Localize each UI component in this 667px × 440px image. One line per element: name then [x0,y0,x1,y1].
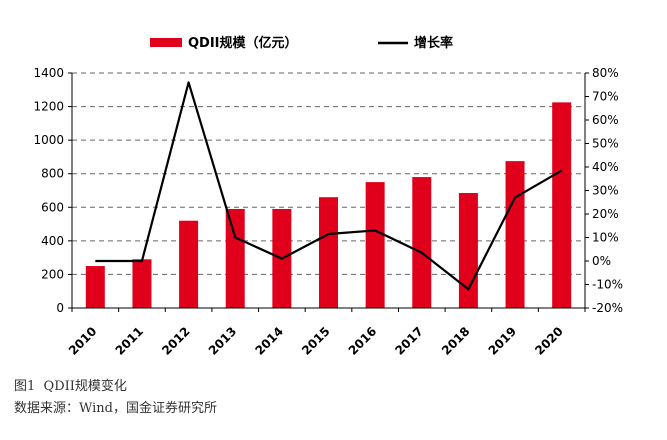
x-tick-label: 2011 [113,324,147,358]
right-tick-label: 0% [592,254,611,268]
x-tick-label: 2010 [66,324,100,358]
bar-2012 [179,220,199,308]
x-tick-label: 2019 [486,324,520,358]
left-tick-label: 800 [41,167,64,181]
x-tick-label: 2015 [299,324,333,358]
bar-2017 [412,177,432,308]
x-tick-label: 2018 [439,324,473,358]
figure-caption: 图1 QDII规模变化 [14,379,127,394]
bar-2018 [458,193,478,308]
legend-bar-swatch [150,38,182,47]
right-tick-label: 60% [592,113,619,127]
right-tick-label: 80% [592,66,619,80]
growth-rate-line [95,81,563,291]
right-tick-label: 50% [592,137,619,151]
right-tick-label: -20% [592,301,623,315]
x-tick-label: 2014 [252,324,286,358]
right-tick-label: 10% [592,231,619,245]
bar-2019 [505,161,525,308]
right-tick-label: 40% [592,160,619,174]
right-tick-label: -10% [592,278,623,292]
left-tick-label: 1200 [33,100,64,114]
left-tick-label: 1400 [33,66,64,80]
right-tick-label: 30% [592,184,619,198]
x-tick-label: 2012 [159,324,193,358]
bar-2013 [225,208,245,308]
bar-2011 [132,259,152,308]
legend-line-label: 增长率 [414,35,453,51]
bar-2016 [365,182,385,308]
right-tick-label: 70% [592,90,619,104]
line-series [95,81,563,291]
chart-area: 0 200 400 600 800 1000 1200 1400 -20% -10% 0% 10% 20… [33,35,623,358]
x-tick-label: 2013 [206,324,240,358]
bar-2020 [552,102,572,308]
bar-2010 [85,266,105,308]
legend-bar-label: QDII规模（亿元） [188,35,298,51]
x-tick-label: 2020 [532,324,566,358]
left-tick-label: 1000 [33,133,64,147]
x-tick-label: 2016 [346,324,380,358]
right-tick-label: 20% [592,207,619,221]
source-caption: 数据来源：Wind，国金证券研究所 [14,401,217,416]
left-tick-label: 600 [41,200,64,214]
bar-series [85,102,572,308]
bar-2015 [319,197,338,308]
legend: QDII规模（亿元） 增长率 [150,35,453,51]
left-tick-label: 0 [56,301,64,315]
left-tick-label: 400 [41,234,64,248]
x-tick-label: 2017 [392,324,426,358]
left-tick-label: 200 [41,267,64,281]
